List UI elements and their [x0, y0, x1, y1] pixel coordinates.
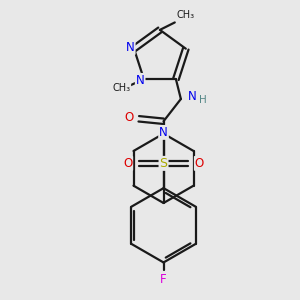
Text: O: O [124, 111, 134, 124]
Text: F: F [160, 273, 167, 286]
Text: N: N [188, 90, 196, 103]
Text: O: O [123, 157, 132, 170]
Text: N: N [126, 41, 135, 54]
Text: N: N [159, 126, 168, 139]
Text: S: S [160, 157, 167, 170]
Text: CH₃: CH₃ [177, 10, 195, 20]
Text: O: O [195, 157, 204, 170]
Text: CH₃: CH₃ [112, 83, 131, 93]
Text: H: H [199, 95, 207, 105]
Text: N: N [136, 74, 145, 87]
